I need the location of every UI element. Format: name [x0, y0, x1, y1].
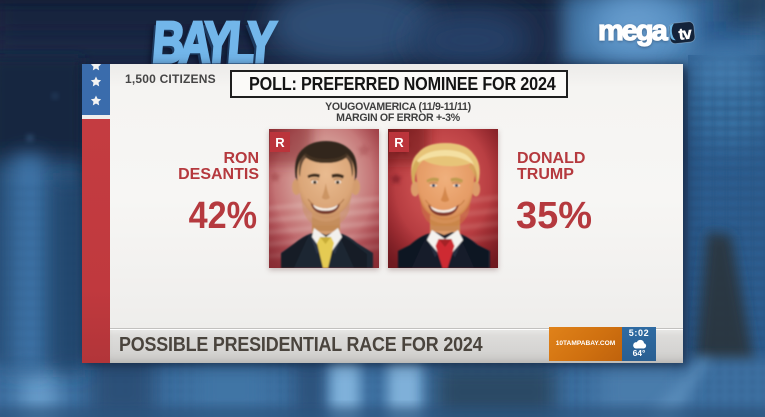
- svg-text:tv: tv: [678, 25, 693, 43]
- svg-text:R: R: [394, 135, 404, 150]
- svg-text:R: R: [275, 135, 285, 150]
